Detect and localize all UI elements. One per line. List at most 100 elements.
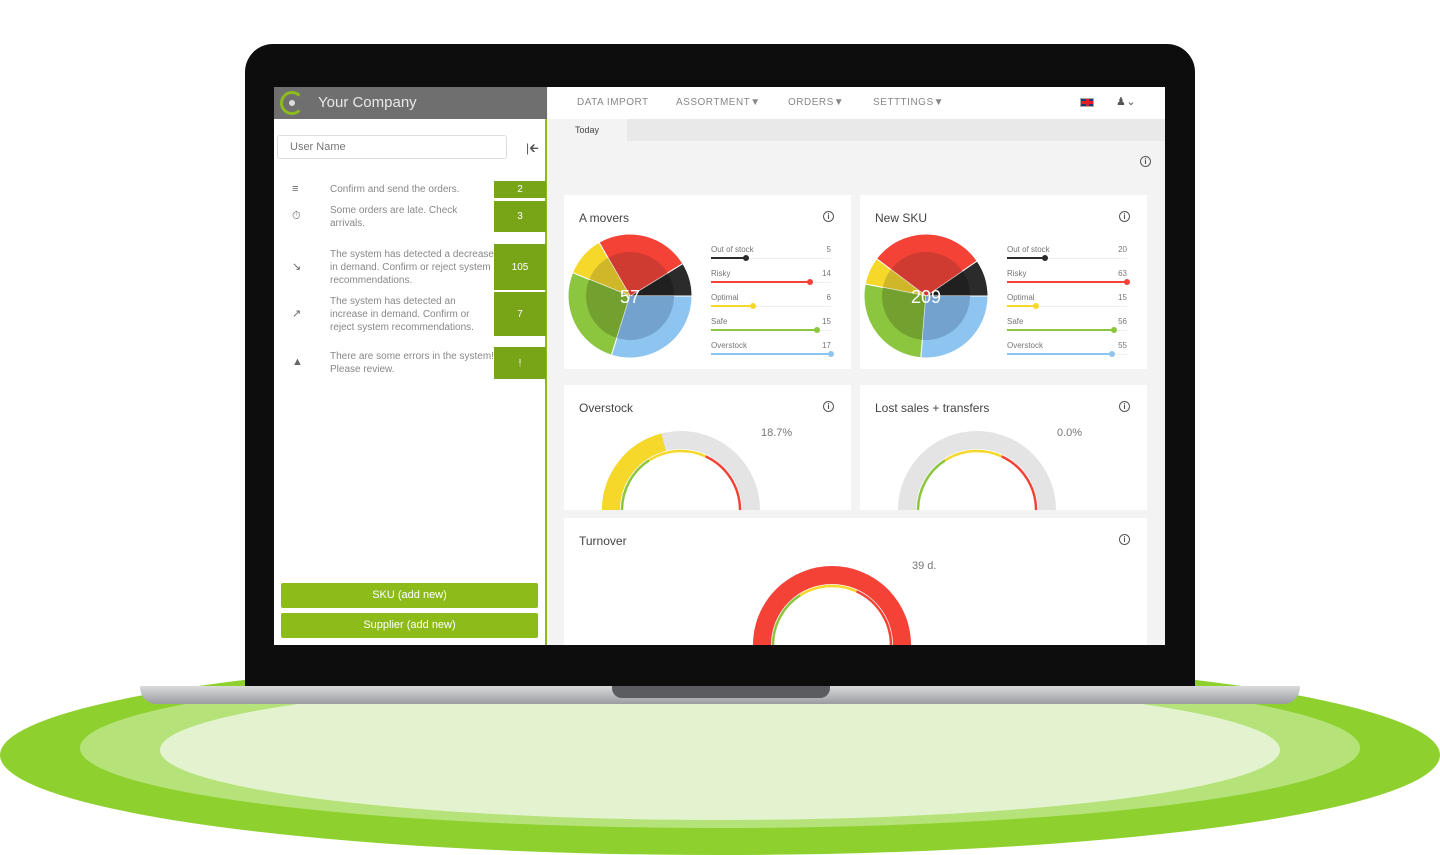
info-icon[interactable]: i <box>1119 401 1130 412</box>
legend-bar <box>1007 305 1036 307</box>
gauge-fill <box>753 566 911 645</box>
gauge-fill <box>602 433 667 510</box>
nav-assortment[interactable]: ASSORTMENT▼ <box>676 97 761 108</box>
legend-track <box>711 258 831 259</box>
legend-marker <box>1108 351 1115 357</box>
task-text: Some orders are late. Check arrivals. <box>330 204 458 229</box>
collapse-left-icon[interactable]: |🡰 <box>526 141 539 155</box>
legend-value: 63 <box>1118 269 1127 278</box>
gauge-zone-red <box>705 455 742 510</box>
gauge-zone-yellow <box>944 449 1003 462</box>
list-icon: ≡ <box>292 182 299 195</box>
legend-marker <box>750 303 757 309</box>
legend-item: Optimal 15 <box>1007 293 1127 317</box>
legend-value: 15 <box>1118 293 1127 302</box>
legend-marker <box>813 327 820 333</box>
legend-label: Safe <box>1007 317 1024 326</box>
add-sku-button[interactable]: SKU (add new) <box>281 583 538 608</box>
card-title: New SKU <box>875 211 928 225</box>
card-lost-sales-transfers: Lost sales + transfers i 0.0% <box>860 385 1147 510</box>
card-new-sku: New SKU i 209 Out of stock 20 Risky 63 Op… <box>860 195 1147 369</box>
task-item: ↘ The system has detected a decrease in … <box>274 244 547 290</box>
nav-settings[interactable]: SETTTINGS▼ <box>873 97 945 108</box>
legend-track <box>1007 258 1127 259</box>
info-icon[interactable]: i <box>823 211 834 222</box>
pie-inner-slice <box>616 296 674 340</box>
legend-value: 15 <box>822 317 831 326</box>
pie-total: 209 <box>911 287 941 307</box>
legend-marker <box>1042 255 1049 261</box>
legend-bar <box>711 257 747 259</box>
task-item: ↗ The system has detected an increase in… <box>274 292 547 336</box>
legend-value: 6 <box>826 293 831 302</box>
legend-marker <box>828 351 834 357</box>
legend-item: Safe 56 <box>1007 317 1127 341</box>
task-count-badge[interactable]: ! <box>494 347 546 379</box>
task-text: Confirm and send the orders. <box>330 184 460 195</box>
legend-bar <box>711 353 831 355</box>
legend-marker <box>1124 279 1130 285</box>
legend-marker <box>743 255 750 261</box>
legend-track <box>711 306 831 307</box>
info-icon[interactable]: i <box>1119 534 1130 545</box>
legend-value: 17 <box>822 341 831 350</box>
task-count-badge[interactable]: 3 <box>494 201 546 232</box>
legend-bar <box>1007 281 1127 283</box>
task-text: The system has detected a decrease in de… <box>330 248 494 286</box>
legend-label: Risky <box>711 269 731 278</box>
gauge-zone-red <box>1001 455 1038 510</box>
pie-chart: 209 <box>863 233 989 359</box>
legend-label: Safe <box>711 317 728 326</box>
trend-down-icon: ↘ <box>292 261 302 273</box>
company-name: Your Company <box>318 94 417 111</box>
app-screen: Your Company User Name |🡰 ≡ Confirm and … <box>274 87 1165 645</box>
pie-chart: 57 <box>567 233 693 359</box>
gauge-value: 18.7% <box>761 427 793 439</box>
task-count-badge[interactable]: 105 <box>494 244 546 290</box>
card-title: Overstock <box>579 401 634 415</box>
legend-item: Risky 63 <box>1007 269 1130 293</box>
legend-label: Risky <box>1007 269 1027 278</box>
tab-today[interactable]: Today <box>548 119 627 141</box>
legend-bar <box>711 305 754 307</box>
gauge-value: 39 d. <box>912 560 937 572</box>
info-icon[interactable]: i <box>823 401 834 412</box>
nav-orders[interactable]: ORDERS▼ <box>788 97 845 108</box>
card-a-movers: A movers i 57 Out of stock 5 Risky 14 Opt… <box>564 195 851 369</box>
legend-item: Overstock 55 <box>1007 341 1127 365</box>
legend-item: Risky 14 <box>711 269 831 293</box>
task-text: There are some errors in the system! Ple… <box>330 351 494 375</box>
legend-bar <box>1007 257 1046 259</box>
task-count-badge[interactable]: 2 <box>494 181 546 198</box>
gauge-zone-green <box>771 594 801 645</box>
company-header: Your Company <box>274 87 547 119</box>
pie-inner-slice <box>630 272 674 296</box>
legend-item: Overstock 17 <box>711 341 834 365</box>
legend-item: Safe 15 <box>711 317 831 341</box>
legend-label: Out of stock <box>711 245 754 254</box>
legend-label: Out of stock <box>1007 245 1050 254</box>
legend-value: 56 <box>1118 317 1127 326</box>
pie-inner-slice <box>882 287 926 340</box>
pie-inner-slice <box>922 296 970 340</box>
uk-flag-icon[interactable] <box>1080 98 1094 107</box>
info-icon[interactable]: i <box>1119 211 1130 222</box>
card-title: Turnover <box>579 534 627 548</box>
pie-inner-slice <box>926 271 970 296</box>
info-icon[interactable]: i <box>1140 156 1151 167</box>
add-supplier-button[interactable]: Supplier (add new) <box>281 613 538 638</box>
legend-label: Overstock <box>711 341 748 350</box>
task-count-badge[interactable]: 7 <box>494 292 546 336</box>
nav-data-import[interactable]: DATA IMPORT <box>577 97 649 108</box>
task-text: The system has detected an increase in d… <box>330 295 474 333</box>
gauge-chart <box>898 431 1056 510</box>
legend-bar <box>1007 329 1114 331</box>
legend-label: Overstock <box>1007 341 1044 350</box>
gauge-zone-green <box>916 459 946 510</box>
legend-bar <box>711 281 810 283</box>
gauge-chart <box>753 566 911 645</box>
gauge-zone-yellow <box>648 449 707 462</box>
user-name-input[interactable]: User Name <box>277 135 507 159</box>
user-icon[interactable]: ♟⌄ <box>1116 96 1137 108</box>
timer-icon: ⏱ <box>292 209 301 222</box>
